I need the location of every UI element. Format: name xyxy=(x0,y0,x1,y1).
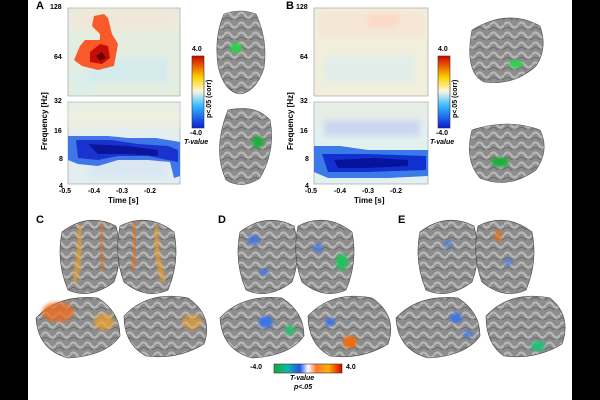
panel-b-ytick: 64 xyxy=(300,54,308,61)
panel-e-brain-bottom-right xyxy=(485,295,566,358)
panel-e-brain-top-right xyxy=(475,219,535,294)
panel-a-brains xyxy=(216,10,272,185)
panel-b-colorbar-max: 4.0 xyxy=(438,46,448,53)
panel-a-xtick: -0.5 xyxy=(59,188,72,195)
panel-d-brain-top-left xyxy=(237,219,298,294)
panel-a-ytick: 4 xyxy=(59,183,63,190)
panel-a-ylabel: Frequency [Hz] xyxy=(40,92,49,150)
panel-c-brain-top-right xyxy=(117,219,177,294)
panel-b-ytick: 4 xyxy=(305,183,309,190)
panel-b-ytick: 128 xyxy=(296,4,308,11)
bottom-colorbar-min: -4.0 xyxy=(250,364,263,371)
panel-label-e: E xyxy=(398,214,406,226)
panel-c-brain-bottom-left xyxy=(35,297,121,359)
panel-c-brains xyxy=(35,219,208,359)
panel-b-xtick: -0.2 xyxy=(390,188,403,195)
panel-a-colorbar-max: 4.0 xyxy=(192,46,202,53)
panel-a-colorbar-min: -4.0 xyxy=(190,130,203,137)
panel-a-xtick: -0.2 xyxy=(144,188,157,195)
panel-d-brains xyxy=(219,219,392,359)
panel-a-xtick: -0.4 xyxy=(88,188,101,195)
bottom-colorbar-label: T-value xyxy=(290,375,315,382)
panel-label-c: C xyxy=(36,214,44,226)
panel-a-ytick: 64 xyxy=(54,54,62,61)
panel-b-colorbar-min: -4.0 xyxy=(436,130,449,137)
panel-a-xlabel: Time [s] xyxy=(108,196,139,205)
panel-a-colorbar-label: T-value xyxy=(184,139,209,146)
panel-a-brain-top xyxy=(216,10,266,95)
figure-canvas: A B C D E Frequency [Hz] 128 64 32 16 8 … xyxy=(28,0,572,400)
panel-label-d: D xyxy=(218,214,226,226)
panel-b-colorbar-label: T-value xyxy=(430,139,455,146)
figure-svg xyxy=(35,7,566,374)
panel-b-colorbar-side-label: p<.05 (corr) xyxy=(452,79,459,118)
panel-a-brain-bottom xyxy=(219,108,272,185)
panel-b-ytick: 16 xyxy=(300,128,308,135)
panel-a-colorbar-side-label: p<.05 (corr) xyxy=(206,79,213,118)
panel-a-ytick: 8 xyxy=(59,156,63,163)
bottom-colorbar-max: 4.0 xyxy=(346,364,356,371)
panel-a xyxy=(67,7,181,185)
panel-b-ytick: 8 xyxy=(305,156,309,163)
panel-c-brain-bottom-right xyxy=(123,295,208,358)
panel-label-a: A xyxy=(36,0,44,12)
panel-b xyxy=(313,7,429,185)
panel-a-ytick: 128 xyxy=(50,4,62,11)
panel-b-brains xyxy=(469,17,545,183)
panel-b-xtick: -0.5 xyxy=(305,188,318,195)
panel-b-ytick: 32 xyxy=(300,98,308,105)
panel-b-xtick: -0.4 xyxy=(334,188,347,195)
panel-b-brain-top xyxy=(469,17,544,83)
panel-e-brain-top-left xyxy=(417,219,478,294)
bottom-colorbar-sublabel: p<.05 xyxy=(294,384,313,391)
panel-e-brain-bottom-left xyxy=(395,297,481,359)
bottom-colorbar xyxy=(273,363,343,374)
panel-b-xlabel: Time [s] xyxy=(354,196,385,205)
panel-d-brain-bottom-left xyxy=(219,297,305,359)
panel-b-xtick: -0.3 xyxy=(362,188,375,195)
panel-a-xtick: -0.3 xyxy=(116,188,129,195)
panel-d-brain-top-right xyxy=(295,219,355,294)
panel-e-brains xyxy=(395,219,566,359)
panel-label-b: B xyxy=(286,0,294,12)
panel-c-brain-top-left xyxy=(59,219,120,294)
panel-a-colorbar xyxy=(191,55,205,129)
panel-d-brain-bottom-right xyxy=(307,295,392,358)
panel-b-ylabel: Frequency [Hz] xyxy=(286,92,295,150)
panel-b-colorbar xyxy=(437,55,451,129)
panel-a-ytick: 16 xyxy=(54,128,62,135)
panel-b-brain-bottom xyxy=(469,123,545,183)
panel-a-ytick: 32 xyxy=(54,98,62,105)
